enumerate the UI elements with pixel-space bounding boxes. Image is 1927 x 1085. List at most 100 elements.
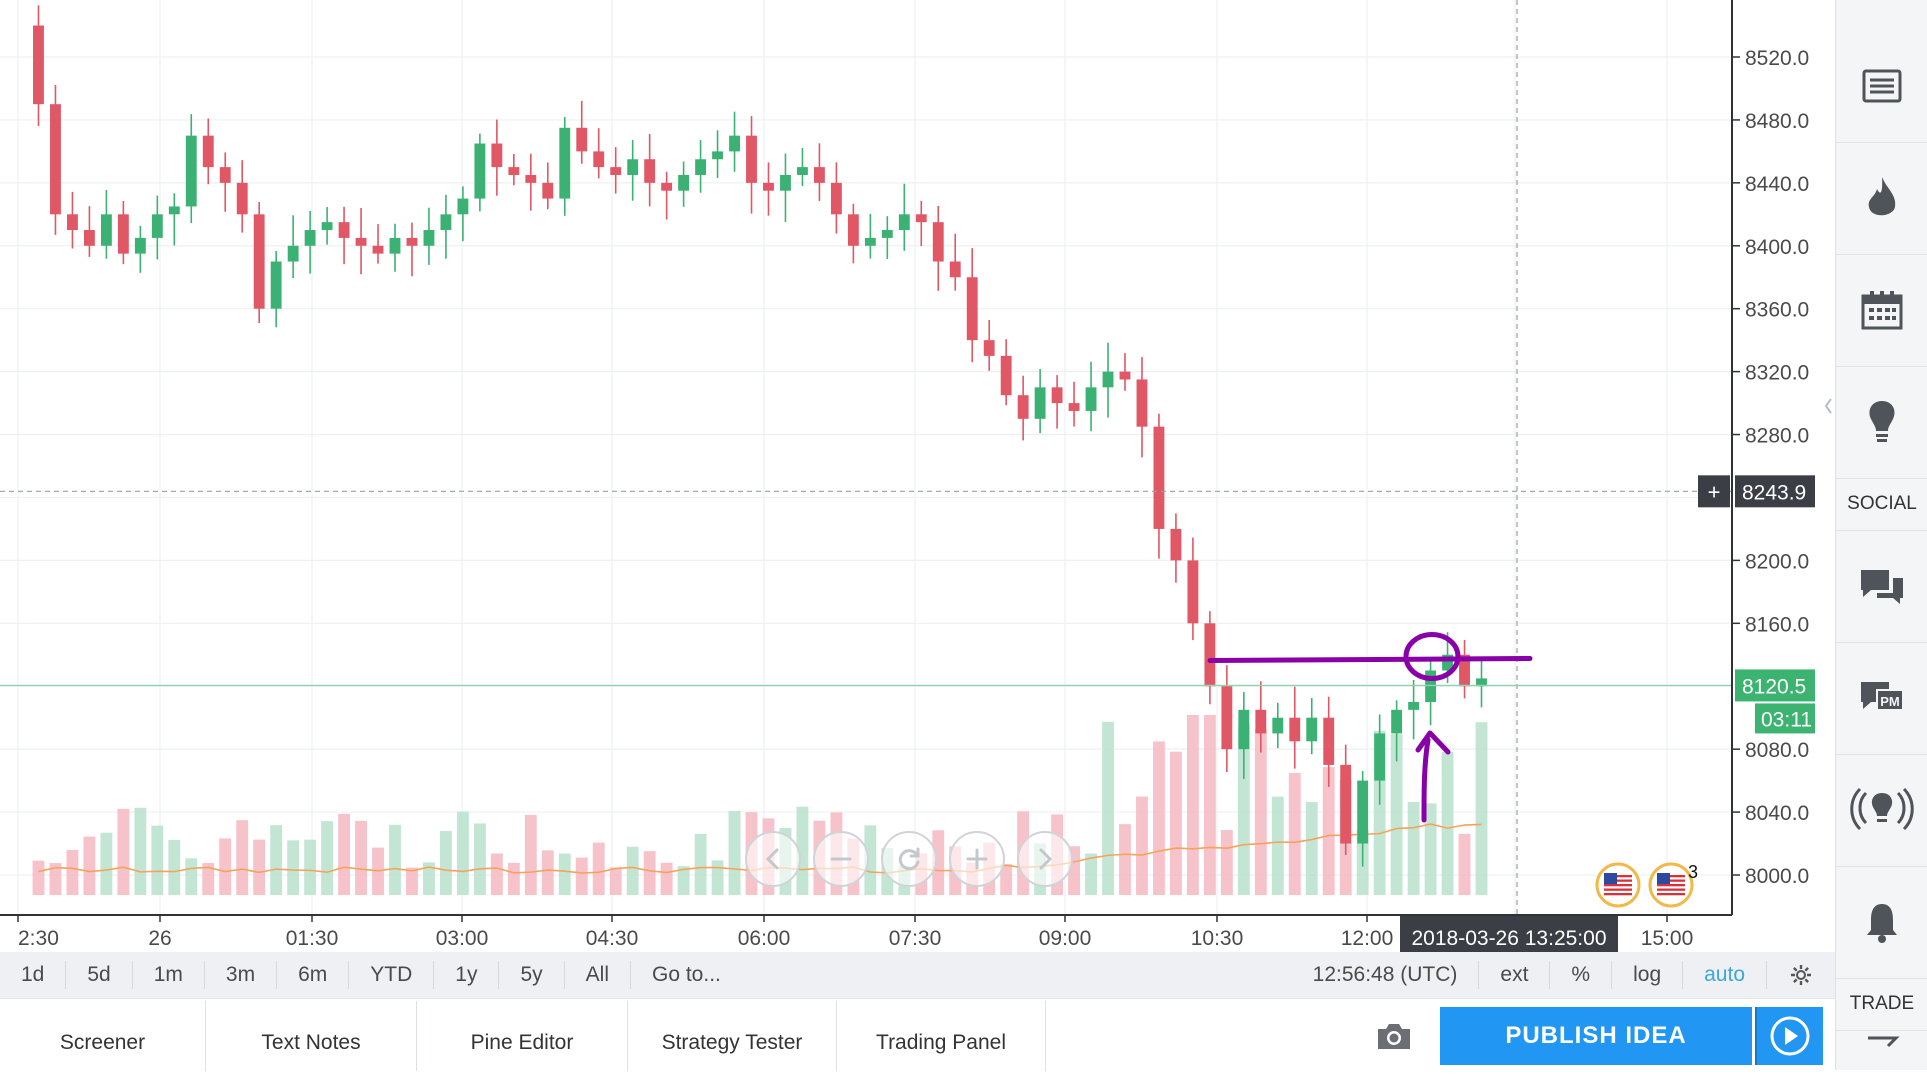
- flag-canton: [1657, 873, 1670, 884]
- auto-scale-toggle[interactable]: auto: [1683, 961, 1767, 989]
- us-event-flag[interactable]: [1595, 862, 1641, 908]
- collapse-sidebar-handle[interactable]: [1822, 392, 1835, 420]
- volume-bar: [1424, 803, 1437, 895]
- range-all[interactable]: All: [565, 961, 631, 989]
- volume-bar: [1373, 730, 1386, 895]
- candle-body: [1391, 709, 1403, 734]
- chart-settings-button[interactable]: [1767, 961, 1835, 989]
- goto-date-button[interactable]: Go to...: [652, 963, 721, 986]
- candle-body: [100, 214, 112, 246]
- zoom-glyph: [1039, 848, 1053, 870]
- volume-bar: [304, 839, 317, 895]
- reset-button[interactable]: [881, 831, 937, 887]
- range-1y[interactable]: 1y: [434, 961, 500, 989]
- volume-bar: [1254, 729, 1267, 895]
- volume-bar: [134, 807, 147, 895]
- candle-body: [1374, 733, 1386, 781]
- watchlist-button[interactable]: [1836, 30, 1927, 143]
- hotlist-button[interactable]: [1836, 142, 1927, 255]
- volume-bar: [439, 830, 452, 895]
- range-5d[interactable]: 5d: [66, 961, 133, 989]
- candle-body: [508, 167, 520, 175]
- range-1m[interactable]: 1m: [133, 961, 205, 989]
- volume-bar: [1186, 715, 1199, 895]
- snapshot-button[interactable]: [1372, 1019, 1416, 1055]
- candle-body: [440, 214, 452, 231]
- candle-body: [50, 104, 61, 215]
- volume-bar: [219, 838, 232, 895]
- private-messages-icon: PM: [1861, 682, 1904, 711]
- annotation-circle[interactable]: [1403, 631, 1461, 681]
- event-count-badge: 3: [1688, 862, 1698, 882]
- calendar-button[interactable]: [1836, 254, 1927, 367]
- range-3m[interactable]: 3m: [205, 961, 278, 989]
- candle-body: [847, 214, 859, 246]
- volume-bar: [609, 867, 622, 895]
- candle-body: [1425, 670, 1437, 702]
- scroll-right-button[interactable]: [1017, 831, 1073, 887]
- publish-idea-button[interactable]: PUBLISH IDEA: [1440, 1007, 1752, 1065]
- volume-bar: [1000, 864, 1013, 895]
- candle-body: [1187, 560, 1199, 624]
- volume-bar: [32, 860, 45, 895]
- candle-body: [797, 167, 808, 175]
- chats-button[interactable]: [1836, 530, 1927, 643]
- tab-pine-editor[interactable]: Pine Editor: [417, 1001, 628, 1071]
- zoom-in-button[interactable]: [949, 831, 1005, 887]
- volume-bar: [558, 853, 571, 895]
- range-6m[interactable]: 6m: [277, 961, 350, 989]
- trade-section-label: TRADE: [1836, 978, 1927, 1031]
- volume-bar: [338, 813, 351, 895]
- volume-bar: [1475, 722, 1488, 895]
- economic-events: 3: [1595, 862, 1698, 908]
- candle-body: [695, 159, 707, 175]
- extended-hours-toggle[interactable]: ext: [1479, 961, 1551, 989]
- volume-bar: [355, 820, 367, 895]
- range-5y[interactable]: 5y: [499, 961, 565, 989]
- volume-bar: [236, 820, 249, 895]
- candle-body: [576, 127, 588, 152]
- price-tick-label: 8200.0: [1745, 550, 1809, 573]
- volume-bar: [1237, 724, 1250, 895]
- utc-clock[interactable]: 12:56:48 (UTC): [1292, 961, 1480, 989]
- private-messages-button[interactable]: PM: [1836, 642, 1927, 755]
- play-button[interactable]: [1755, 1007, 1823, 1065]
- range-ytd[interactable]: YTD: [349, 961, 435, 989]
- candle-body: [168, 206, 180, 215]
- time-axis: 2:30 26 01:30 03:00 04:30 06:00 07:30 09:00 10:3…: [0, 914, 1732, 952]
- time-tick-label: 09:00: [1039, 927, 1092, 950]
- candle-body: [915, 214, 927, 223]
- candle-body: [593, 151, 605, 168]
- volume-bar: [100, 832, 113, 895]
- volume-bar: [507, 862, 520, 895]
- us-event-flag[interactable]: [1648, 862, 1694, 908]
- crosshair-plus-button[interactable]: [1698, 475, 1730, 508]
- candle-body: [406, 237, 418, 246]
- candle-body: [185, 135, 197, 207]
- annotation-arrow-shaft[interactable]: [1421, 737, 1431, 823]
- tab-trading-panel[interactable]: Trading Panel: [837, 1001, 1046, 1071]
- streams-button[interactable]: [1836, 754, 1927, 867]
- trading-button[interactable]: [1836, 1030, 1927, 1070]
- tab-text-notes[interactable]: Text Notes: [206, 1001, 417, 1071]
- percent-scale-toggle[interactable]: %: [1550, 961, 1613, 989]
- annotation-horizontal-line[interactable]: [1207, 655, 1533, 663]
- alerts-button[interactable]: [1836, 866, 1927, 979]
- annotation-arrow-head[interactable]: [1415, 730, 1451, 755]
- ideas-button[interactable]: [1836, 366, 1927, 479]
- time-tick-label: 26: [148, 927, 171, 950]
- flag-stripe: [1604, 875, 1632, 878]
- candle-body: [1476, 678, 1487, 687]
- log-scale-toggle[interactable]: log: [1612, 961, 1684, 989]
- ideas-icon: [1869, 401, 1895, 442]
- price-chart[interactable]: + 8520.0 8480.0 8440.0 8400.0 8360.0 8320.0 82…: [0, 0, 1835, 952]
- tab-screener[interactable]: Screener: [0, 1001, 206, 1071]
- crosshair-time-badge: [1400, 916, 1618, 952]
- scroll-left-button[interactable]: [745, 831, 801, 887]
- range-1d[interactable]: 1d: [0, 961, 67, 989]
- tab-strategy-tester[interactable]: Strategy Tester: [628, 1001, 837, 1071]
- zoom-out-button[interactable]: [813, 831, 869, 887]
- candle-body: [134, 237, 146, 254]
- candle-body: [236, 182, 248, 215]
- volume-bar: [151, 825, 164, 895]
